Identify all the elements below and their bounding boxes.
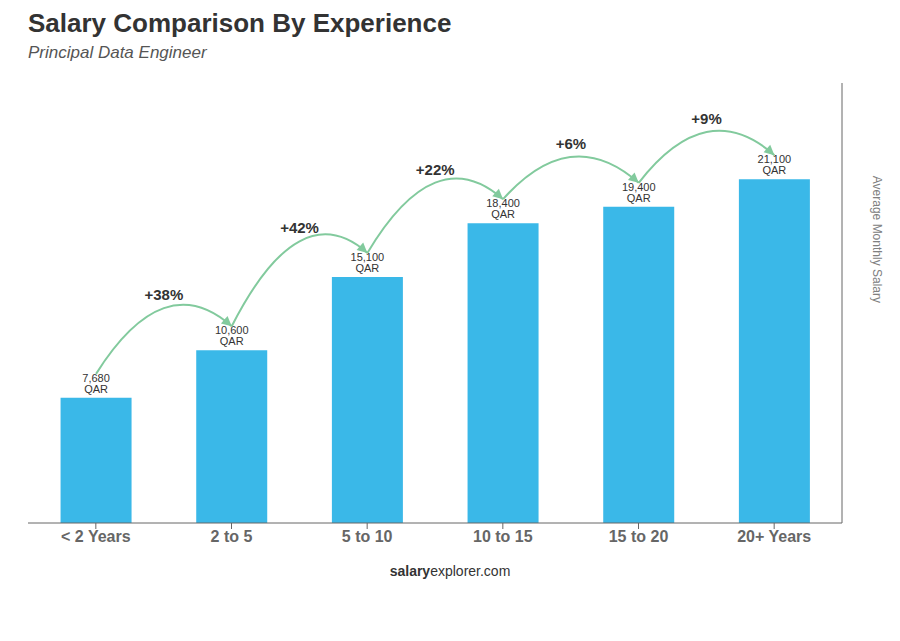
svg-text:10,600QAR: 10,600QAR (215, 324, 249, 347)
svg-text:18,400QAR: 18,400QAR (486, 197, 520, 220)
svg-text:15,100QAR: 15,100QAR (351, 251, 385, 274)
svg-text:5 to 10: 5 to 10 (342, 528, 393, 545)
svg-text:+9%: +9% (691, 110, 721, 127)
svg-text:10 to 15: 10 to 15 (473, 528, 533, 545)
svg-text:+42%: +42% (280, 219, 319, 236)
svg-text:+6%: +6% (556, 135, 586, 152)
svg-text:7,680QAR: 7,680QAR (82, 372, 110, 395)
svg-text:+22%: +22% (416, 161, 455, 178)
html-text:Salary Comparison By Experienc: Salary Comparison By Experience (28, 8, 452, 38)
svg-text:21,100QAR: 21,100QAR (758, 153, 792, 176)
svg-text:15 to 20: 15 to 20 (609, 528, 669, 545)
svg-text:19,400QAR: 19,400QAR (622, 181, 656, 204)
html-text:salary explorer.com: salary explorer.com (389, 563, 511, 579)
svg-text:< 2 Years: < 2 Years (61, 528, 131, 545)
svg-text:+38%: +38% (144, 286, 183, 303)
svg-text:20+ Years: 20+ Years (737, 528, 811, 545)
html-text:Principal Data Engineer: Principal Data Engineer (28, 43, 207, 62)
svg-text:2 to 5: 2 to 5 (211, 528, 253, 545)
svg-text:Average Monthly Salary: Average Monthly Salary (870, 176, 884, 303)
